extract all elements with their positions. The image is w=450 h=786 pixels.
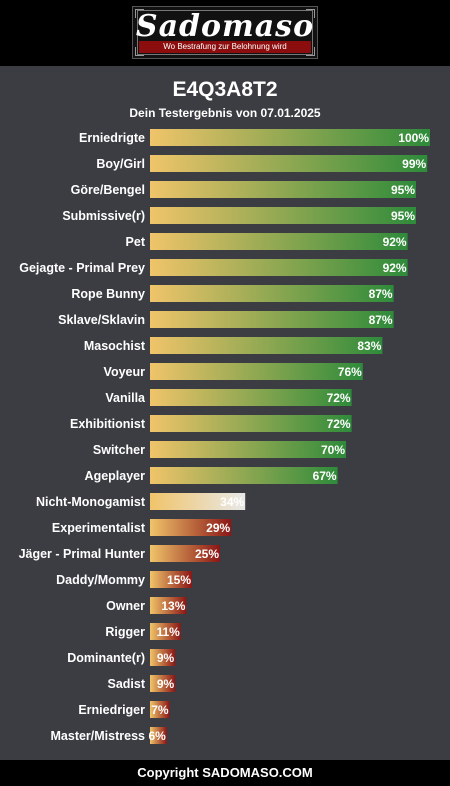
category-label: Sadist bbox=[107, 677, 145, 691]
category-label: Nicht-Monogamist bbox=[36, 495, 146, 509]
value-label: 83% bbox=[357, 339, 381, 353]
value-label: 92% bbox=[383, 235, 407, 249]
value-label: 9% bbox=[157, 651, 175, 665]
logo-corner-ornament bbox=[306, 9, 315, 18]
copyright-text: Copyright SADOMASO.COM bbox=[137, 765, 313, 780]
bar bbox=[150, 389, 352, 406]
bar bbox=[150, 675, 176, 692]
logo-corner-ornament bbox=[135, 47, 144, 56]
category-label: Sklave/Sklavin bbox=[58, 313, 145, 327]
category-label: Switcher bbox=[93, 443, 145, 457]
category-label: Voyeur bbox=[104, 365, 146, 379]
category-label: Exhibitionist bbox=[70, 417, 146, 431]
bar bbox=[150, 597, 187, 614]
category-label: Daddy/Mommy bbox=[56, 573, 145, 587]
category-label: Göre/Bengel bbox=[71, 183, 145, 197]
category-label: Pet bbox=[126, 235, 146, 249]
category-label: Rigger bbox=[105, 625, 145, 639]
logo-corner-ornament bbox=[135, 9, 144, 18]
value-label: 29% bbox=[206, 521, 230, 535]
bar bbox=[150, 181, 416, 198]
bar bbox=[150, 155, 428, 172]
bar bbox=[150, 207, 416, 224]
bar bbox=[150, 129, 430, 146]
header: Sadomaso Wo Bestrafung zur Belohnung wir… bbox=[0, 0, 450, 66]
value-label: 72% bbox=[327, 391, 351, 405]
category-label: Experimentalist bbox=[52, 521, 146, 535]
value-label: 11% bbox=[156, 625, 180, 639]
category-label: Submissive(r) bbox=[62, 209, 145, 223]
value-label: 34% bbox=[220, 495, 244, 509]
value-label: 100% bbox=[398, 131, 429, 145]
category-label: Master/Mistress bbox=[51, 729, 146, 743]
bar bbox=[150, 233, 408, 250]
bar bbox=[150, 441, 346, 458]
bar bbox=[150, 727, 167, 744]
value-label: 99% bbox=[402, 157, 426, 171]
category-label: Erniedrigte bbox=[79, 131, 145, 145]
bar bbox=[150, 363, 363, 380]
bar bbox=[150, 649, 176, 666]
value-label: 87% bbox=[369, 287, 393, 301]
category-label: Rope Bunny bbox=[71, 287, 145, 301]
value-label: 92% bbox=[383, 261, 407, 275]
value-label: 6% bbox=[148, 729, 166, 743]
footer: Copyright SADOMASO.COM bbox=[0, 760, 450, 786]
category-label: Erniedriger bbox=[78, 703, 145, 717]
logo-ribbon: Wo Bestrafung zur Belohnung wird bbox=[139, 41, 311, 53]
bar bbox=[150, 467, 338, 484]
value-label: 67% bbox=[313, 469, 337, 483]
bar bbox=[150, 623, 181, 640]
bar bbox=[150, 571, 192, 588]
site-logo[interactable]: Sadomaso Wo Bestrafung zur Belohnung wir… bbox=[132, 6, 318, 59]
category-label: Jäger - Primal Hunter bbox=[19, 547, 146, 561]
chart-subtitle: Dein Testergebnis von 07.01.2025 bbox=[129, 106, 321, 120]
value-label: 15% bbox=[167, 573, 191, 587]
category-label: Owner bbox=[106, 599, 145, 613]
logo-corner-ornament bbox=[306, 47, 315, 56]
logo-frame bbox=[137, 10, 313, 55]
category-label: Boy/Girl bbox=[96, 157, 145, 171]
logo-slogan: Wo Bestrafung zur Belohnung wird bbox=[163, 42, 287, 51]
category-label: Dominante(r) bbox=[67, 651, 145, 665]
bar bbox=[150, 415, 352, 432]
bar bbox=[150, 545, 220, 562]
category-label: Ageplayer bbox=[85, 469, 146, 483]
bar bbox=[150, 285, 394, 302]
value-label: 95% bbox=[391, 209, 415, 223]
value-label: 87% bbox=[369, 313, 393, 327]
value-label: 7% bbox=[151, 703, 169, 717]
bar bbox=[150, 519, 232, 536]
value-label: 72% bbox=[327, 417, 351, 431]
chart-title: E4Q3A8T2 bbox=[172, 78, 278, 101]
bar bbox=[150, 493, 246, 510]
bar bbox=[150, 701, 170, 718]
bar bbox=[150, 311, 394, 328]
value-label: 13% bbox=[161, 599, 185, 613]
value-label: 25% bbox=[195, 547, 219, 561]
value-label: 9% bbox=[157, 677, 175, 691]
bar bbox=[150, 337, 383, 354]
category-label: Gejagte - Primal Prey bbox=[19, 261, 145, 275]
value-label: 95% bbox=[391, 183, 415, 197]
category-label: Masochist bbox=[84, 339, 146, 353]
category-label: Vanilla bbox=[105, 391, 146, 405]
value-label: 70% bbox=[321, 443, 345, 457]
bar bbox=[150, 259, 408, 276]
value-label: 76% bbox=[338, 365, 362, 379]
logo-title: Sadomaso bbox=[135, 9, 315, 44]
